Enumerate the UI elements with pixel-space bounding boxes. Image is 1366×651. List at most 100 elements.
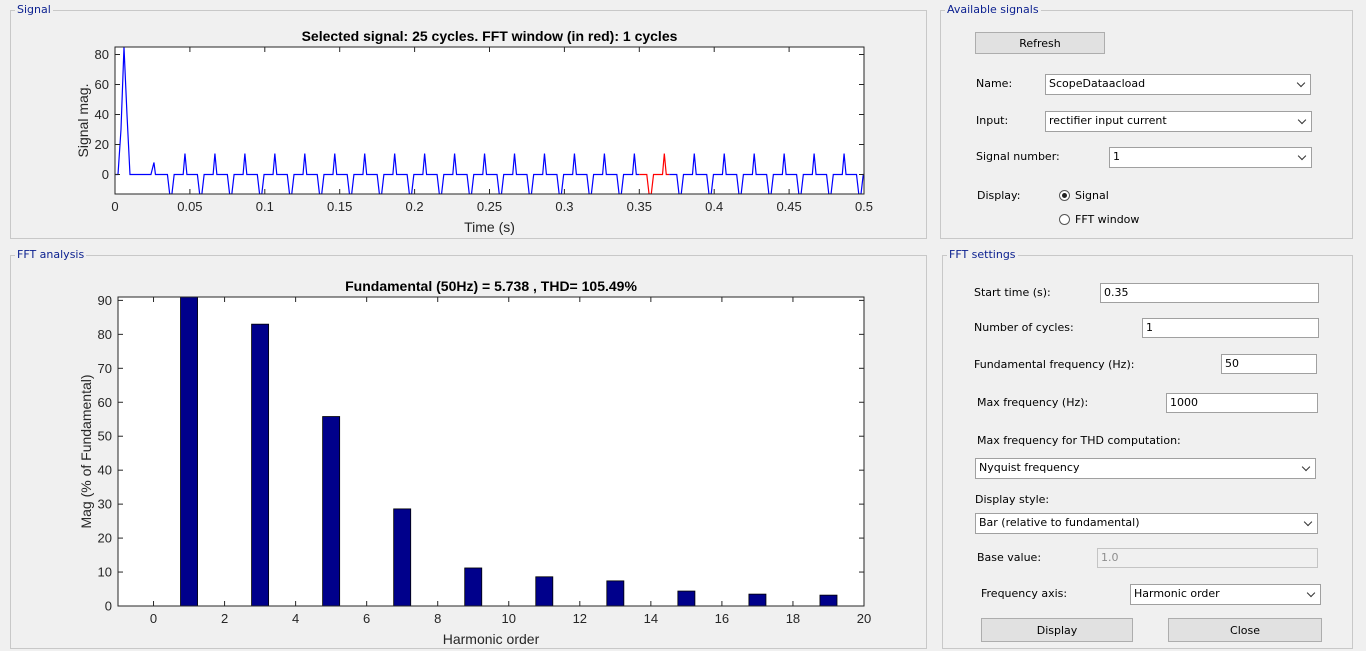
y-tick-label: 20 bbox=[95, 137, 109, 152]
label: Signal number: bbox=[976, 150, 1060, 163]
refresh-button[interactable]: Refresh bbox=[975, 32, 1105, 54]
y-tick-label: 80 bbox=[95, 47, 109, 62]
label: Frequency axis: bbox=[981, 587, 1068, 600]
bar bbox=[606, 580, 625, 606]
max-freq-input[interactable]: 1000 bbox=[1166, 393, 1318, 413]
plot-marks bbox=[115, 47, 864, 194]
x-tick-label: 10 bbox=[502, 611, 516, 626]
x-tick-label: 0.25 bbox=[477, 199, 502, 214]
label: Start time (s): bbox=[974, 286, 1051, 299]
x-tick-label: 0.5 bbox=[855, 199, 873, 214]
charts: 0 0.05 0.1 0.15 0.2 0.25 0.3 0.35 0.4 0.45 0.50204… bbox=[75, 28, 873, 647]
y-tick-label: 10 bbox=[98, 565, 112, 580]
label: Max frequency (Hz): bbox=[977, 396, 1089, 409]
signal-line bbox=[115, 47, 640, 194]
x-tick-label: 0 bbox=[111, 199, 118, 214]
y-tick-label: 30 bbox=[98, 497, 112, 512]
start-time-input[interactable]: 0.35 bbox=[1100, 283, 1319, 303]
x-tick-label: 6 bbox=[363, 611, 370, 626]
chart-title: Selected signal: 25 cycles. FFT window (… bbox=[302, 28, 678, 44]
chart-title: Fundamental (50Hz) = 5.738 , THD= 105.49… bbox=[345, 278, 637, 294]
x-tick-label: 0.35 bbox=[627, 199, 652, 214]
radio-label: FFT window bbox=[1075, 213, 1140, 226]
display-button[interactable]: Display bbox=[981, 618, 1133, 642]
bar bbox=[677, 590, 696, 606]
label: Display: bbox=[977, 189, 1021, 202]
x-tick-label: 0.1 bbox=[256, 199, 274, 214]
panel-title: Available signals bbox=[945, 3, 1041, 17]
bar bbox=[748, 593, 767, 606]
x-tick-label: 0.2 bbox=[406, 199, 424, 214]
close-button[interactable]: Close bbox=[1168, 618, 1322, 642]
x-tick-label: 0.45 bbox=[776, 199, 801, 214]
available-signals-panel: Available signals bbox=[940, 3, 1353, 239]
panel-title: FFT analysis bbox=[15, 248, 87, 262]
y-tick-label: 60 bbox=[98, 395, 112, 410]
x-tick-label: 2 bbox=[221, 611, 228, 626]
label: Base value: bbox=[977, 551, 1042, 564]
bar bbox=[251, 323, 270, 606]
bar bbox=[393, 508, 412, 606]
bar bbox=[322, 416, 341, 606]
x-tick-label: 0.15 bbox=[327, 199, 352, 214]
bar bbox=[464, 567, 483, 606]
y-tick-label: 60 bbox=[95, 77, 109, 92]
radio-signal[interactable] bbox=[1059, 190, 1070, 201]
label: Number of cycles: bbox=[974, 321, 1074, 334]
x-tick-label: 0.05 bbox=[177, 199, 202, 214]
style-dropdown[interactable]: Bar (relative to fundamental) bbox=[975, 513, 1318, 534]
thd-dropdown[interactable]: Nyquist frequency bbox=[975, 458, 1316, 479]
y-tick-label: 70 bbox=[98, 361, 112, 376]
x-tick-label: 0 bbox=[150, 611, 157, 626]
panel-title: FFT settings bbox=[947, 248, 1018, 262]
bar bbox=[535, 576, 554, 606]
name-dropdown[interactable]: ScopeDataacload bbox=[1045, 74, 1311, 95]
x-tick-label: 20 bbox=[857, 611, 871, 626]
fundamental-input[interactable]: 50 bbox=[1221, 354, 1317, 374]
signal-panel: Signal bbox=[10, 3, 927, 239]
signal-line bbox=[639, 153, 670, 194]
y-tick-label: 80 bbox=[98, 327, 112, 342]
y-tick-label: 40 bbox=[98, 463, 112, 478]
bar bbox=[180, 297, 198, 606]
x-tick-label: 0.3 bbox=[555, 199, 573, 214]
axes-box bbox=[117, 296, 865, 607]
signal-line bbox=[669, 153, 864, 194]
y-tick-label: 90 bbox=[98, 293, 112, 308]
x-tick-label: 0.4 bbox=[705, 199, 723, 214]
x-tick-label: 16 bbox=[715, 611, 729, 626]
base-input: 1.0 bbox=[1097, 548, 1318, 568]
x-tick-label: 18 bbox=[786, 611, 800, 626]
x-tick-label: 14 bbox=[644, 611, 658, 626]
y-axis-label: Mag (% of Fundamental) bbox=[78, 374, 94, 528]
x-tick-label: 8 bbox=[434, 611, 441, 626]
y-tick-label: 20 bbox=[98, 531, 112, 546]
plot-marks bbox=[180, 297, 838, 606]
y-tick-label: 50 bbox=[98, 429, 112, 444]
bar bbox=[819, 594, 838, 606]
radio-fft-window[interactable] bbox=[1059, 214, 1070, 225]
y-tick-label: 40 bbox=[95, 107, 109, 122]
fft-settings-panel: FFT settings bbox=[942, 248, 1353, 649]
y-tick-label: 0 bbox=[105, 599, 112, 614]
label: Name: bbox=[976, 77, 1013, 90]
cycles-input[interactable]: 1 bbox=[1142, 318, 1319, 338]
radio-label: Signal bbox=[1075, 189, 1109, 202]
x-axis-label: Time (s) bbox=[464, 219, 515, 235]
label: Input: bbox=[976, 114, 1009, 127]
plot-area bbox=[118, 297, 864, 606]
x-tick-label: 4 bbox=[292, 611, 299, 626]
axis-dropdown[interactable]: Harmonic order bbox=[1130, 584, 1321, 605]
signal-number-dropdown[interactable]: 1 bbox=[1109, 147, 1312, 168]
label: Fundamental frequency (Hz): bbox=[974, 358, 1135, 371]
input-dropdown[interactable]: rectifier input current bbox=[1045, 111, 1312, 132]
x-axis-label: Harmonic order bbox=[443, 631, 540, 647]
panel-title: Signal bbox=[15, 3, 53, 17]
label: Max frequency for THD computation: bbox=[977, 434, 1181, 447]
y-axis-label: Signal mag. bbox=[75, 84, 91, 158]
fft-panel: FFT analysis bbox=[10, 248, 927, 649]
plot-area bbox=[115, 47, 864, 194]
y-tick-label: 0 bbox=[102, 167, 109, 182]
x-tick-label: 12 bbox=[573, 611, 587, 626]
